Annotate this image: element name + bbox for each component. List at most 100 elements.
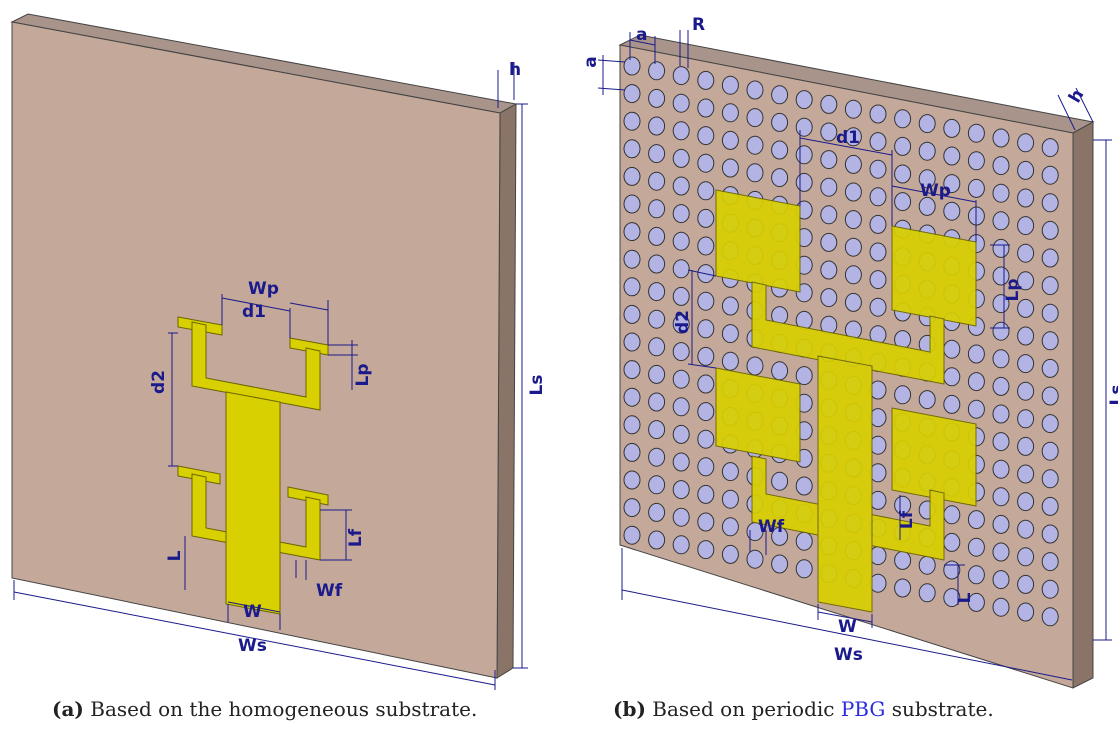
hole <box>698 154 714 172</box>
hole <box>649 393 665 411</box>
hole <box>649 365 665 383</box>
hole <box>698 430 714 448</box>
hole <box>624 526 640 544</box>
hole <box>698 237 714 255</box>
hole <box>673 94 689 112</box>
hole <box>624 57 640 75</box>
hole <box>968 152 984 170</box>
hole <box>673 205 689 223</box>
dim-label: d2 <box>149 370 169 394</box>
hole <box>1018 465 1034 483</box>
hole <box>747 357 763 375</box>
hole <box>772 113 788 131</box>
hole <box>1042 166 1058 184</box>
hole <box>673 536 689 554</box>
hole <box>624 223 640 241</box>
hole <box>821 206 837 224</box>
caption: (a) Based on the homogeneous substrate. <box>52 697 477 721</box>
hole <box>698 182 714 200</box>
hole <box>624 305 640 323</box>
hole <box>944 340 960 358</box>
hole <box>870 243 886 261</box>
hole <box>698 320 714 338</box>
caption-tag: (a) <box>52 697 84 721</box>
hole <box>624 499 640 517</box>
hole <box>845 293 861 311</box>
hole <box>1042 387 1058 405</box>
hole <box>1018 244 1034 262</box>
hole <box>870 188 886 206</box>
hole <box>772 555 788 573</box>
hole <box>993 433 1009 451</box>
hole <box>1018 437 1034 455</box>
hole <box>1018 189 1034 207</box>
dim-label: a <box>636 25 647 45</box>
hole <box>747 550 763 568</box>
hole <box>870 133 886 151</box>
hole <box>1042 221 1058 239</box>
hole <box>722 159 738 177</box>
dim-label: Wf <box>758 517 785 537</box>
hole <box>944 368 960 386</box>
hole <box>870 298 886 316</box>
hole <box>698 127 714 145</box>
hole <box>722 104 738 122</box>
hole <box>1018 355 1034 373</box>
dim-label: Wf <box>316 581 343 601</box>
hole <box>944 202 960 220</box>
hole <box>968 400 984 418</box>
hole <box>993 488 1009 506</box>
hole <box>993 598 1009 616</box>
hole <box>944 119 960 137</box>
hole <box>1042 304 1058 322</box>
hole <box>649 476 665 494</box>
hole <box>796 173 812 191</box>
hole <box>993 184 1009 202</box>
hole <box>919 115 935 133</box>
caption-link[interactable]: PBG <box>841 697 886 721</box>
hole <box>1042 359 1058 377</box>
hole <box>698 513 714 531</box>
hole <box>624 195 640 213</box>
dim-label: Lf <box>346 528 366 547</box>
caption-tag: (b) <box>613 697 646 721</box>
hole <box>673 343 689 361</box>
hole <box>649 283 665 301</box>
dim-label: Wp <box>248 279 279 299</box>
hole <box>1018 327 1034 345</box>
hole <box>722 518 738 536</box>
hole <box>845 183 861 201</box>
hole <box>722 131 738 149</box>
hole <box>919 556 935 574</box>
hole <box>845 155 861 173</box>
hole <box>968 345 984 363</box>
hole <box>624 361 640 379</box>
hole <box>698 485 714 503</box>
hole <box>1042 580 1058 598</box>
hole <box>895 137 911 155</box>
hole <box>772 141 788 159</box>
hole <box>993 405 1009 423</box>
dim-label: d2 <box>673 310 693 334</box>
hole <box>624 250 640 268</box>
hole <box>993 129 1009 147</box>
hole <box>968 566 984 584</box>
hole <box>796 91 812 109</box>
hole <box>673 232 689 250</box>
hole <box>993 515 1009 533</box>
hole <box>624 140 640 158</box>
hole <box>796 118 812 136</box>
hole <box>772 472 788 490</box>
hole <box>1018 410 1034 428</box>
hole <box>772 86 788 104</box>
hole <box>845 266 861 284</box>
hole <box>845 238 861 256</box>
hole <box>698 403 714 421</box>
hole <box>1018 603 1034 621</box>
hole <box>698 347 714 365</box>
hole <box>649 227 665 245</box>
hole <box>821 261 837 279</box>
hole <box>944 533 960 551</box>
hole <box>870 160 886 178</box>
hole <box>649 448 665 466</box>
